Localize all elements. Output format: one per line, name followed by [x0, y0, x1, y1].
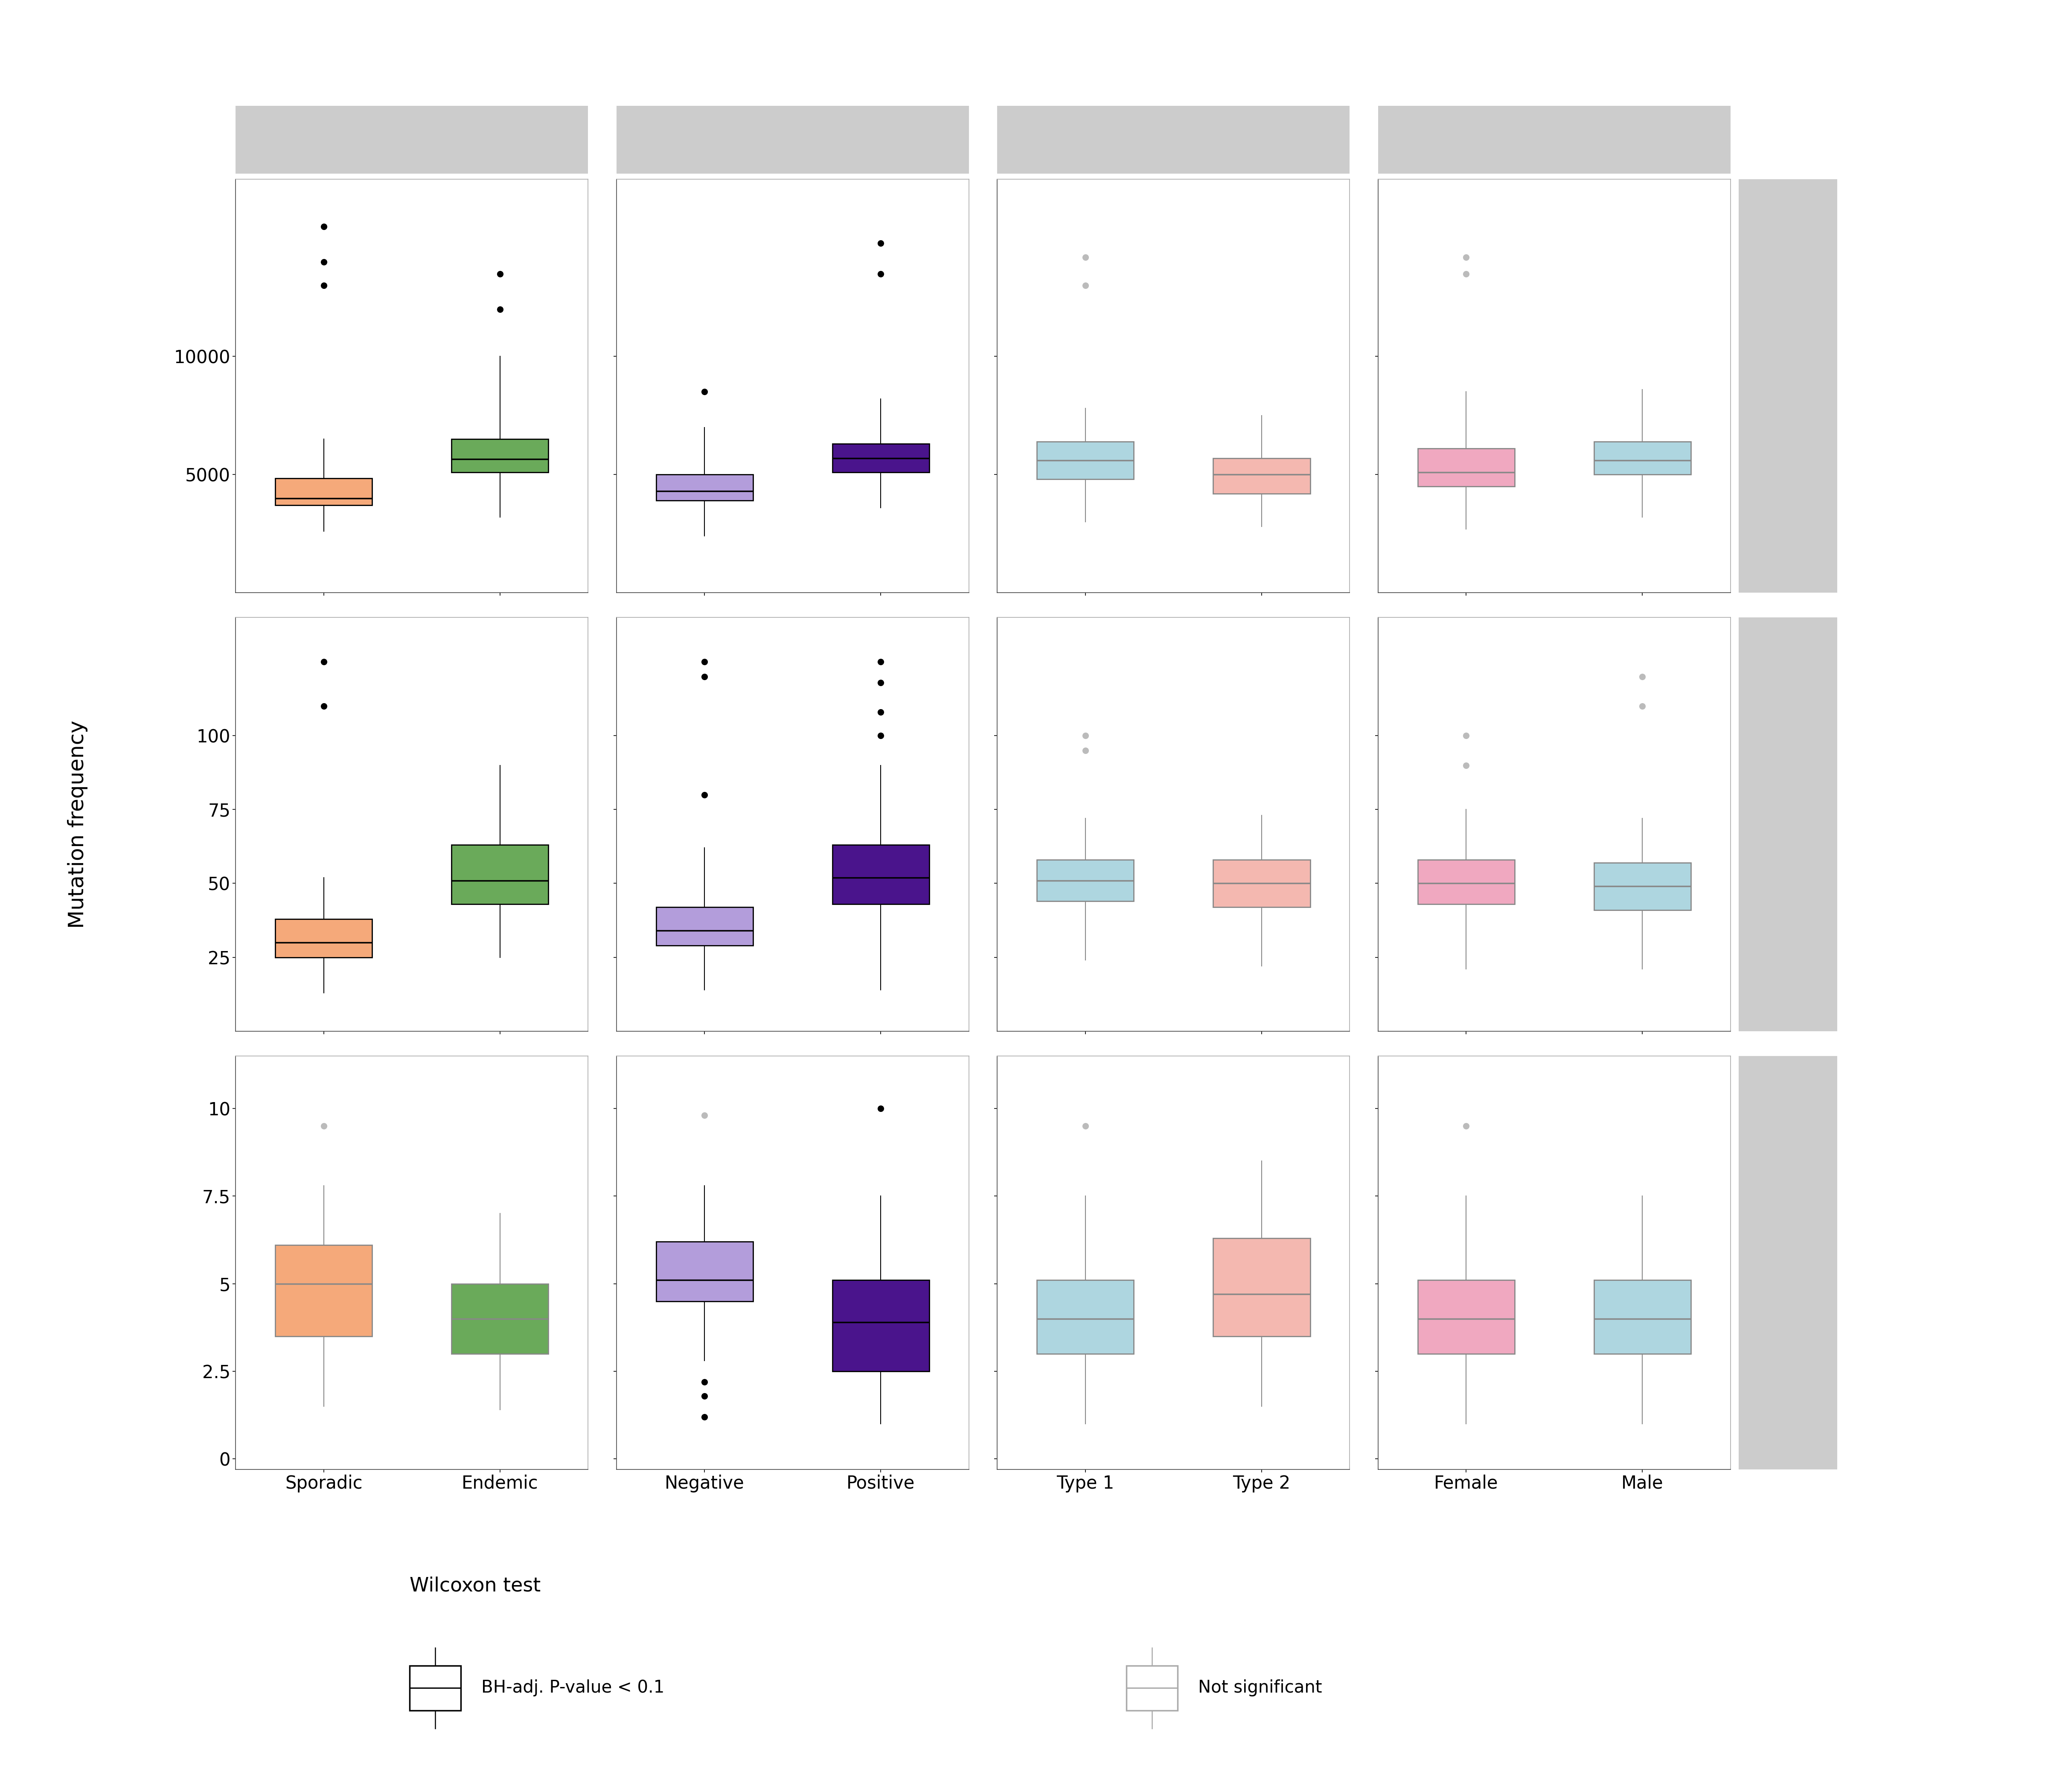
Bar	[1036, 860, 1135, 901]
Text: All mutations: All mutations	[1780, 335, 1796, 437]
Point	[688, 647, 721, 676]
Point	[1450, 722, 1483, 751]
Bar	[1417, 860, 1516, 905]
Text: Non-synonymous
mutations: Non-synonymous mutations	[1772, 758, 1804, 891]
Point	[307, 647, 340, 676]
Text: Not significant: Not significant	[1198, 1679, 1323, 1697]
Bar	[1212, 860, 1311, 907]
Bar	[1417, 448, 1516, 486]
Bar	[1593, 862, 1692, 910]
Bar	[655, 907, 754, 946]
Point	[864, 722, 897, 751]
Bar	[274, 478, 373, 505]
Bar	[831, 444, 930, 473]
Point	[864, 668, 897, 697]
Bar	[655, 1242, 754, 1301]
Point	[1069, 244, 1102, 272]
Point	[1450, 1111, 1483, 1140]
Point	[1069, 271, 1102, 299]
Bar	[1036, 441, 1135, 478]
Point	[688, 1100, 721, 1129]
Bar	[274, 1245, 373, 1337]
Bar	[451, 439, 549, 473]
Bar	[274, 919, 373, 957]
Text: Non-synonymous
mutations in BL
genes: Non-synonymous mutations in BL genes	[1763, 1195, 1812, 1330]
Point	[688, 781, 721, 810]
Text: Wilcoxon test: Wilcoxon test	[410, 1577, 541, 1595]
Point	[864, 1095, 897, 1124]
Point	[1626, 663, 1659, 692]
Point	[864, 260, 897, 289]
Point	[864, 647, 897, 676]
Point	[1069, 722, 1102, 751]
Bar	[831, 846, 930, 905]
Text: BH-adj. P-value < 0.1: BH-adj. P-value < 0.1	[481, 1679, 664, 1697]
Bar	[831, 1279, 930, 1371]
Point	[688, 663, 721, 692]
Point	[688, 1403, 721, 1432]
Bar	[1212, 459, 1311, 493]
Point	[483, 260, 516, 289]
Text: Sex: Sex	[1536, 131, 1571, 149]
Point	[688, 378, 721, 407]
Point	[688, 1367, 721, 1396]
Point	[1450, 244, 1483, 272]
Text: Clinical variant: Clinical variant	[342, 131, 483, 149]
Bar	[1593, 1279, 1692, 1353]
Bar	[655, 475, 754, 500]
Point	[307, 247, 340, 276]
Point	[1450, 260, 1483, 289]
Point	[864, 229, 897, 258]
Point	[307, 692, 340, 720]
Bar	[451, 846, 549, 905]
Bar	[1417, 1279, 1516, 1353]
Text: Mutation frequency: Mutation frequency	[68, 720, 88, 928]
Point	[1069, 737, 1102, 765]
Point	[864, 697, 897, 726]
Point	[307, 1111, 340, 1140]
Point	[688, 1382, 721, 1410]
Bar	[1593, 441, 1692, 475]
Bar	[451, 1283, 549, 1353]
Point	[1069, 1111, 1102, 1140]
Point	[307, 271, 340, 299]
Point	[483, 296, 516, 324]
Text: EBV type: EBV type	[1130, 131, 1217, 149]
Point	[1626, 692, 1659, 720]
Bar	[1212, 1238, 1311, 1337]
Bar	[1036, 1279, 1135, 1353]
Point	[1450, 751, 1483, 780]
Text: EBV status: EBV status	[741, 131, 844, 149]
Point	[307, 211, 340, 240]
